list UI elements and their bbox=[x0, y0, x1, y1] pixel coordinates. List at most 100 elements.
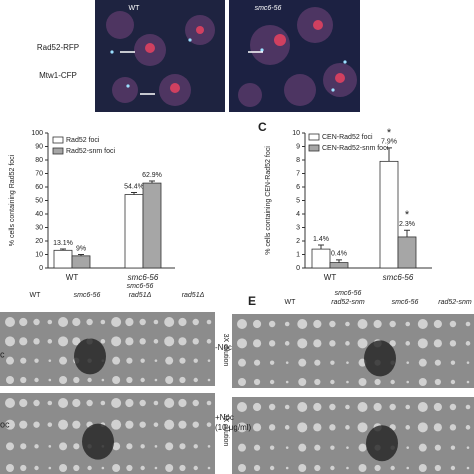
colony-spot bbox=[165, 356, 174, 365]
shadow bbox=[82, 423, 114, 460]
row-label: oc bbox=[0, 419, 10, 429]
colony-spot bbox=[465, 341, 471, 346]
row-label: +Noc bbox=[215, 413, 234, 422]
plates: WT smc6-56 smc6-56 rad51Δ rad51Δ WT smc6-56 rad… bbox=[0, 283, 474, 474]
value-label: 0.4% bbox=[331, 251, 347, 258]
colony-spot bbox=[112, 376, 121, 384]
colony-spot bbox=[237, 402, 247, 412]
error-bar bbox=[60, 248, 66, 251]
colony-spot bbox=[48, 359, 52, 362]
colony-spot bbox=[72, 420, 81, 429]
colony-spot bbox=[5, 317, 15, 327]
colony-spot bbox=[238, 358, 246, 367]
colony-spot bbox=[126, 443, 133, 450]
colony-spot bbox=[346, 380, 349, 384]
colony-spot bbox=[345, 341, 350, 346]
colony-spot bbox=[253, 444, 261, 451]
colony-spot bbox=[6, 464, 14, 472]
colony-spot bbox=[192, 338, 199, 345]
colony-spot bbox=[47, 339, 53, 344]
annotation: * bbox=[387, 127, 392, 139]
y-tick-label: 5 bbox=[296, 197, 300, 204]
colony-spot bbox=[238, 378, 246, 386]
colony-spot bbox=[206, 422, 212, 427]
colony-spot bbox=[112, 442, 121, 451]
colony-spot bbox=[153, 339, 159, 344]
colony-spot bbox=[268, 424, 276, 431]
y-tick-label: 90 bbox=[35, 143, 43, 150]
bar bbox=[329, 262, 349, 269]
colony-spot bbox=[153, 400, 159, 406]
y-tick-label: 50 bbox=[35, 197, 43, 204]
colony-spot bbox=[434, 444, 441, 451]
colony-spot bbox=[298, 443, 307, 452]
colony-spot bbox=[346, 446, 349, 449]
y-tick-label: 6 bbox=[296, 184, 300, 191]
y-tick-label: 9 bbox=[296, 143, 300, 150]
mtw1-dots bbox=[110, 38, 347, 92]
colony-spot bbox=[179, 443, 186, 450]
bar bbox=[397, 236, 417, 269]
arrows bbox=[120, 51, 263, 95]
error-bar bbox=[78, 254, 84, 256]
column-header: rad52-snm bbox=[438, 299, 472, 306]
colony-spot bbox=[465, 404, 471, 410]
colony-spot bbox=[269, 465, 275, 471]
colony-spot bbox=[34, 377, 39, 383]
colony-spot bbox=[466, 466, 470, 470]
colony-spot bbox=[5, 336, 15, 347]
colony-spot bbox=[101, 378, 105, 382]
colony-spot bbox=[390, 379, 395, 385]
colony-spot bbox=[33, 338, 40, 345]
colony-spot bbox=[111, 398, 122, 408]
colony-spot bbox=[87, 465, 92, 471]
colony-spot bbox=[329, 424, 336, 431]
y-tick-label: 10 bbox=[35, 251, 43, 258]
colony-spot bbox=[59, 464, 68, 472]
colony-spot bbox=[111, 419, 122, 430]
colony-spot bbox=[285, 361, 289, 364]
colony-spot bbox=[34, 358, 39, 363]
colony-spot bbox=[434, 464, 441, 472]
colony-spot bbox=[284, 404, 290, 410]
colony-spot bbox=[164, 419, 175, 430]
colony-spot bbox=[19, 420, 28, 429]
colony-spot bbox=[450, 379, 456, 385]
legend-swatch bbox=[308, 133, 320, 141]
colony-spot bbox=[140, 377, 145, 383]
dilution-label: 3X dilution bbox=[222, 414, 229, 447]
colony-spot bbox=[389, 340, 396, 347]
colony-spot bbox=[86, 399, 93, 407]
colony-spot bbox=[253, 378, 261, 386]
colony-spot bbox=[298, 464, 307, 472]
colony-spot bbox=[19, 337, 28, 346]
micro-label: smc6-56 bbox=[255, 5, 282, 12]
shadow bbox=[74, 338, 106, 375]
colony-spot bbox=[5, 398, 15, 408]
colony-spot bbox=[406, 466, 410, 470]
colony-spot bbox=[33, 399, 40, 407]
colony-spot bbox=[297, 319, 308, 329]
colony-spot bbox=[418, 378, 427, 386]
y-axis-label: % cells containing CEN-Rad52 foci bbox=[265, 146, 272, 255]
row-label: (10 μg/ml) bbox=[215, 423, 252, 432]
colony-spot bbox=[20, 357, 27, 364]
colony-spot bbox=[313, 423, 322, 432]
bar bbox=[142, 182, 162, 269]
colony-spot bbox=[330, 445, 335, 450]
colony-spot bbox=[154, 445, 158, 448]
colony-spot bbox=[268, 340, 276, 347]
bar bbox=[124, 194, 144, 269]
colony-spot bbox=[238, 464, 246, 472]
colony-spot bbox=[48, 466, 52, 470]
colony-spot bbox=[405, 425, 411, 430]
colony-spot bbox=[206, 319, 212, 325]
column-header: rad52-snm bbox=[331, 299, 365, 306]
colony-spot bbox=[389, 320, 396, 328]
colony-spot bbox=[237, 319, 247, 329]
colony-spot bbox=[390, 465, 395, 471]
colony-spot bbox=[193, 444, 198, 449]
colony-spot bbox=[297, 422, 308, 433]
colony-spot bbox=[298, 378, 307, 386]
annotation: * bbox=[405, 209, 410, 221]
